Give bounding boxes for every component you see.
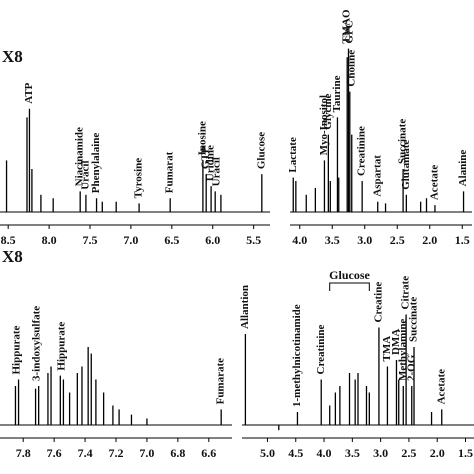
peak-label: Uracil [210, 157, 222, 186]
peak-label: Choline [345, 50, 357, 87]
peak-label: Acetate [428, 165, 440, 201]
peak-label: ATP [23, 82, 35, 103]
peak-label: Inosine [196, 121, 208, 155]
peak-label: Creatinine [315, 324, 327, 374]
x-tick-label: 3.0 [373, 446, 388, 460]
x-tick-label: 7.6 [47, 446, 62, 460]
x-tick-label: 7.8 [16, 446, 31, 460]
peak-label: DMA [390, 329, 402, 355]
panel-label: X8 [2, 247, 23, 266]
x-tick-label: 6.0 [205, 233, 220, 247]
x-tick-label: 4.0 [292, 233, 307, 247]
bracket [329, 282, 370, 291]
peak-label: GPC [343, 20, 355, 43]
x-tick-label: 2.0 [422, 233, 437, 247]
peak-label: 1-methylnicotinamide [291, 304, 303, 407]
x-tick-label: 4.5 [288, 446, 303, 460]
x-tick-label: 7.4 [78, 446, 93, 460]
peak-label: 2-OG [405, 354, 417, 381]
x-tick-label: 8.5 [1, 233, 16, 247]
peak-label: Phenylalaine [90, 133, 102, 194]
x-tick-label: 6.6 [201, 446, 216, 460]
peak-label: Glycine [322, 93, 334, 129]
x-tick-label: 3.0 [357, 233, 372, 247]
peak-label: Uracil [79, 160, 91, 189]
peak-label: Creatine [372, 282, 384, 323]
x-tick-label: 7.0 [139, 446, 154, 460]
x-tick-label: 6.8 [170, 446, 185, 460]
peak-label: Hippurate [55, 322, 67, 371]
x-tick-label: 1.5 [455, 233, 470, 247]
bracket-label: Glucose [329, 268, 370, 282]
peak-label: Glutamate [400, 140, 412, 190]
peak-label: Succinate [397, 119, 409, 164]
peak-label: Myo-Inositol [318, 95, 330, 156]
peak-label: GTP [200, 146, 212, 169]
x-tick-label: 6.5 [164, 233, 179, 247]
peak-label: Glucose [255, 132, 267, 169]
x-tick-label: 5.5 [246, 233, 261, 247]
x-tick-label: 4.0 [317, 446, 332, 460]
peak-label: Aspartat [371, 155, 383, 197]
peak-label: Taurine [331, 75, 343, 112]
peak-label: Creatinine [356, 126, 368, 176]
x-tick-label: 8.0 [42, 233, 57, 247]
peak-label: Uridine [205, 145, 217, 181]
x-tick-label: 3.5 [325, 233, 340, 247]
peak-label: Tyrosine [133, 158, 145, 199]
panel-label: X8 [2, 47, 23, 66]
x-tick-label: 2.0 [430, 446, 445, 460]
x-tick-label: 2.5 [401, 446, 416, 460]
x-tick-label: 3.5 [345, 446, 360, 460]
x-tick-label: 1.5 [458, 446, 473, 460]
peak-label: Acetate [435, 369, 447, 405]
peak-label: Hippurate [11, 325, 23, 374]
peak-label: Alanine [457, 150, 469, 187]
peak-label: Succinate [408, 297, 420, 342]
x-tick-label: 7.0 [123, 233, 138, 247]
x-tick-label: 5.0 [260, 446, 275, 460]
x-tick-label: 7.2 [109, 446, 124, 460]
peak-label: TMA [381, 336, 393, 362]
x-tick-label: 2.5 [390, 233, 405, 247]
peak-label: Fumarat [164, 151, 176, 193]
peak-label: 3-indoxylsulfate [31, 306, 43, 381]
peak-label: Niacinamide [74, 127, 86, 186]
peak-label: Allantion [239, 285, 251, 329]
peak-label: Citrate [400, 276, 412, 310]
peak-label: Methylamine [397, 319, 409, 381]
peak-label: Fumarate [215, 358, 227, 405]
peak-label: TMAO [341, 9, 353, 44]
x-tick-label: 7.5 [83, 233, 98, 247]
peak-label: Lactate [287, 137, 299, 173]
